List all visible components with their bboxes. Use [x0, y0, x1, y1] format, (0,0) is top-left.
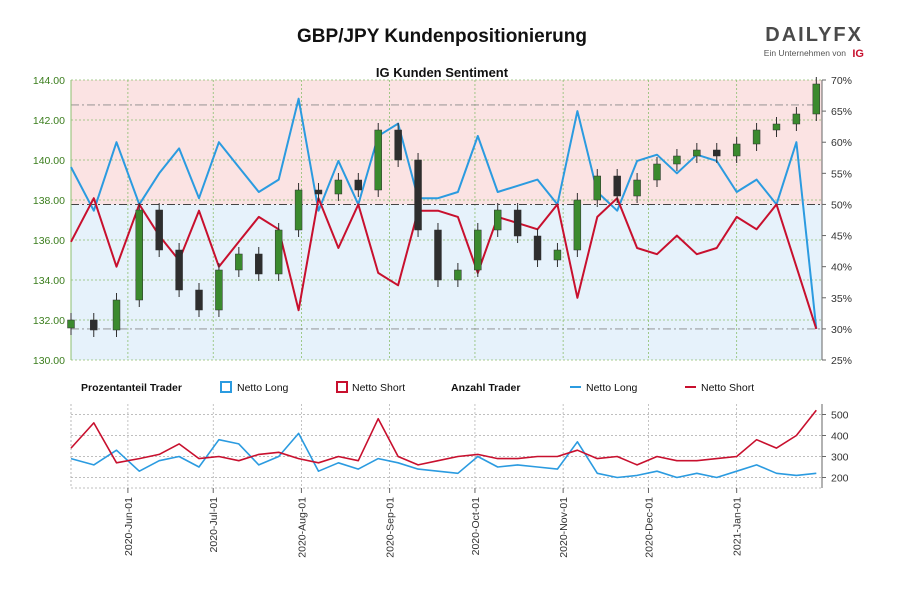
candle-body: [334, 179, 343, 195]
legend: Prozentanteil Trader Netto Long Netto Sh…: [81, 381, 754, 394]
chart-title: GBP/JPY Kundenpositionierung: [297, 26, 587, 47]
legend-count-short-label: Netto Short: [701, 382, 754, 394]
brand-logo: DAILYFX Ein Unternehmen von IG: [764, 24, 864, 60]
x-tick-label: 2020-Jul-01: [208, 497, 220, 553]
candle-body: [314, 189, 323, 195]
count-y-tick-label: 400: [831, 431, 849, 443]
y-left-tick-label: 132.00: [33, 315, 65, 327]
y-right-tick-label: 65%: [831, 106, 852, 118]
candle-body: [354, 179, 363, 191]
candle-body: [414, 159, 422, 231]
y-left-tick-label: 130.00: [33, 355, 65, 367]
y-right-tick-label: 30%: [831, 324, 852, 336]
x-tick-label: 2021-Jan-01: [732, 497, 744, 556]
x-tick-label: 2020-Sep-01: [385, 497, 397, 558]
candle-body: [434, 229, 442, 281]
candle-body: [752, 129, 761, 145]
candle-body: [195, 289, 203, 311]
netto-long-count-line: [70, 432, 817, 479]
y-right-tick-label: 70%: [831, 75, 852, 87]
y-right-tick-label: 25%: [831, 355, 852, 367]
count-y-tick-label: 300: [831, 452, 849, 464]
long-zone-bg: [71, 204, 822, 360]
y-left-tick-label: 134.00: [33, 275, 65, 287]
x-tick-label: 2020-Dec-01: [643, 497, 655, 558]
legend-short-label: Netto Short: [352, 382, 405, 394]
y-left-tick-label: 144.00: [33, 75, 65, 87]
candle-body: [235, 253, 243, 271]
legend-group-count: Anzahl Trader: [451, 382, 520, 394]
count-y-tick-label: 500: [831, 410, 849, 422]
y-left-tick-label: 142.00: [33, 115, 65, 127]
x-tick-label: 2020-Oct-01: [470, 497, 482, 556]
candle-body: [90, 319, 98, 331]
netto-short-count-line: [70, 409, 817, 466]
candle-body: [454, 269, 462, 281]
x-tick-label: 2020-Jun-01: [123, 497, 135, 556]
brand-ig: IG: [852, 48, 864, 60]
candle-body: [533, 235, 542, 261]
legend-count-long-label: Netto Long: [586, 382, 638, 394]
candle-body: [653, 163, 661, 181]
y-right-tick-label: 35%: [831, 293, 852, 305]
brand-name: DAILYFX: [765, 24, 863, 46]
y-right-tick-label: 50%: [831, 199, 852, 211]
candle-body: [792, 113, 801, 125]
candle-body: [633, 179, 641, 197]
candle-body: [673, 155, 681, 165]
count-y-tick-label: 200: [831, 473, 849, 485]
candle-body: [374, 129, 382, 191]
trader-count-panel: 200 300 400 500: [70, 404, 849, 489]
candle-body: [493, 209, 502, 231]
candle-body: [573, 199, 582, 251]
x-tick-label: 2020-Nov-01: [558, 497, 570, 558]
candle-body: [772, 123, 781, 131]
candle-body: [135, 209, 143, 301]
candle-body: [112, 299, 121, 331]
netto-long-pct-line: [70, 97, 818, 330]
candle-body: [613, 175, 621, 197]
sentiment-panel-title: IG Kunden Sentiment: [376, 65, 509, 80]
candle-body: [255, 253, 263, 275]
candle-body: [553, 249, 562, 261]
y-left-tick-label: 138.00: [33, 195, 65, 207]
candle-body: [732, 143, 741, 157]
y-right-tick-label: 40%: [831, 262, 852, 274]
legend-long-label: Netto Long: [237, 382, 289, 394]
netto-short-pct-line: [70, 197, 818, 330]
candle-body: [812, 83, 821, 115]
y-left-tick-label: 140.00: [33, 155, 65, 167]
y-left-tick-label: 136.00: [33, 235, 65, 247]
candle-body: [474, 229, 482, 271]
legend-group-percent: Prozentanteil Trader: [81, 382, 182, 394]
y-right-tick-label: 55%: [831, 168, 852, 180]
candle-body: [394, 129, 402, 161]
price-sentiment-panel: 130.00 132.00 134.00 136.00 138.00 140.00 142.…: [33, 75, 852, 367]
y-right-tick-label: 60%: [831, 137, 852, 149]
y-right-tick-label: 45%: [831, 231, 852, 243]
candle-body: [175, 249, 183, 291]
legend-long-box-swatch: [220, 381, 232, 393]
candle-body: [294, 189, 303, 231]
short-zone-bg: [71, 80, 822, 205]
candle-body: [274, 229, 283, 275]
candle-body: [215, 269, 223, 311]
candle-body: [67, 319, 75, 329]
candle-body: [593, 175, 601, 201]
brand-subtitle: Ein Unternehmen von: [764, 48, 846, 58]
legend-short-box-swatch: [336, 381, 348, 393]
candle-body: [155, 209, 163, 251]
x-tick-label: 2020-Aug-01: [296, 497, 308, 558]
candle-body: [513, 209, 522, 237]
candle-body: [693, 149, 701, 157]
x-axis: 2020-Jun-01 2020-Jul-01 2020-Aug-01 2020-Se…: [123, 488, 744, 558]
candle-body: [713, 149, 721, 157]
